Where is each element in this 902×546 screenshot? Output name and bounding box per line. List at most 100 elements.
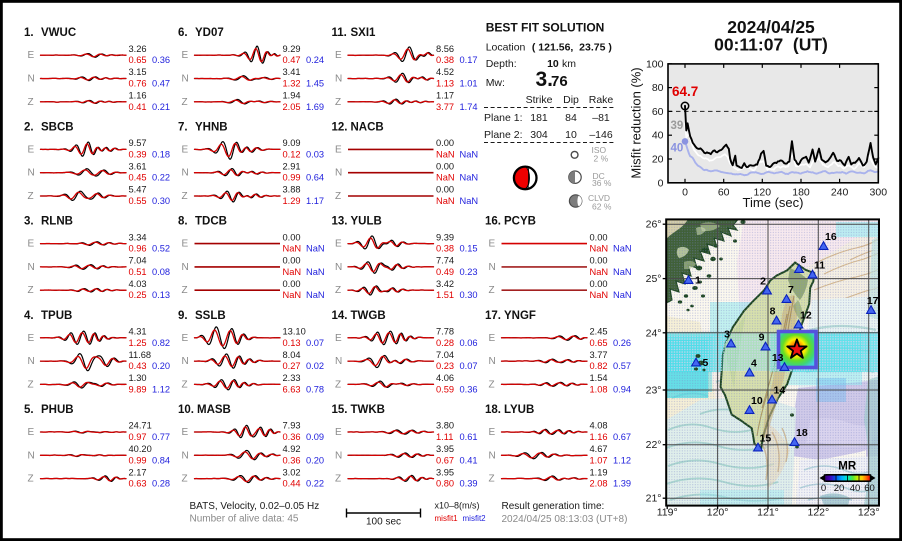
svg-text:0.65: 0.65 (129, 55, 147, 65)
svg-text:Z: Z (28, 285, 34, 296)
svg-text:Plane 1:: Plane 1: (484, 112, 523, 124)
svg-text:240: 240 (831, 187, 849, 199)
svg-text:62 %: 62 % (592, 201, 612, 211)
svg-text:8: 8 (770, 306, 776, 318)
svg-text:N: N (28, 262, 35, 273)
svg-text:0.76: 0.76 (129, 79, 147, 89)
svg-text:4.08: 4.08 (590, 421, 608, 431)
svg-text:SBCB: SBCB (41, 121, 74, 133)
svg-text:YULB: YULB (351, 216, 382, 228)
svg-text:0.41: 0.41 (460, 455, 478, 465)
svg-text:NaN: NaN (283, 244, 302, 254)
svg-text:E: E (28, 427, 35, 438)
svg-text:1.16: 1.16 (129, 91, 147, 101)
svg-text:E: E (182, 50, 189, 61)
svg-text:Z: Z (182, 474, 188, 485)
svg-text:16: 16 (825, 231, 837, 243)
svg-text:NaN: NaN (460, 149, 479, 159)
svg-text:3.02: 3.02 (283, 467, 301, 477)
svg-text:LYUB: LYUB (504, 404, 534, 416)
svg-text:Z: Z (28, 379, 34, 390)
svg-text:2.17: 2.17 (129, 467, 147, 477)
svg-text:00:11:07 (UT): 00:11:07 (UT) (714, 35, 828, 55)
svg-text:0.63: 0.63 (129, 479, 147, 489)
svg-text:0.55: 0.55 (129, 196, 147, 206)
svg-text:0: 0 (821, 483, 826, 494)
svg-text:3.77: 3.77 (436, 102, 454, 112)
svg-text:6: 6 (801, 254, 807, 266)
svg-text:0.36: 0.36 (283, 455, 301, 465)
svg-text:26°: 26° (646, 219, 662, 231)
svg-text:1.11: 1.11 (436, 432, 453, 442)
svg-text:0.80: 0.80 (436, 479, 454, 489)
svg-text:1.32: 1.32 (283, 79, 301, 89)
svg-text:0.08: 0.08 (152, 267, 170, 277)
svg-text:Z: Z (335, 97, 341, 108)
svg-text:1.94: 1.94 (283, 91, 301, 101)
svg-text:0.97: 0.97 (129, 432, 147, 442)
svg-text:NaN: NaN (590, 290, 609, 300)
svg-text:1.51: 1.51 (436, 290, 454, 300)
svg-text:9.39: 9.39 (436, 232, 454, 242)
svg-text:1.: 1. (24, 27, 34, 39)
svg-text:2.91: 2.91 (283, 161, 301, 171)
svg-text:E: E (182, 427, 189, 438)
svg-text:N: N (335, 168, 342, 179)
svg-text:Z: Z (335, 379, 341, 390)
svg-text:Z: Z (182, 285, 188, 296)
svg-text:Z: Z (489, 474, 495, 485)
svg-text:0.44: 0.44 (283, 479, 301, 489)
svg-text:1.08: 1.08 (590, 384, 608, 394)
svg-text:6.: 6. (178, 27, 188, 39)
svg-text:0.28: 0.28 (152, 479, 170, 489)
svg-text:3.34: 3.34 (129, 232, 147, 242)
svg-text:N: N (335, 450, 342, 461)
svg-text:22°: 22° (646, 439, 662, 451)
svg-text:misfit2: misfit2 (463, 514, 487, 523)
svg-text:3.88: 3.88 (283, 185, 301, 195)
svg-text:18.: 18. (485, 404, 501, 416)
svg-text:TWKB: TWKB (351, 404, 386, 416)
svg-text:7: 7 (788, 284, 794, 296)
svg-text:13.10: 13.10 (283, 327, 306, 337)
svg-text:0.21: 0.21 (152, 102, 170, 112)
svg-text:25°: 25° (646, 273, 662, 285)
svg-text:0.00: 0.00 (590, 279, 608, 289)
svg-text:9.57: 9.57 (129, 138, 147, 148)
svg-text:120°: 120° (707, 507, 729, 519)
svg-text:0.24: 0.24 (306, 55, 324, 65)
svg-text:Mw:: Mw: (486, 77, 505, 89)
svg-text:0.00: 0.00 (436, 138, 454, 148)
svg-text:80: 80 (652, 82, 664, 94)
svg-text:8.56: 8.56 (436, 44, 454, 54)
svg-text:misfit1: misfit1 (435, 514, 459, 523)
svg-text:5.: 5. (24, 404, 34, 416)
svg-text:3: 3 (724, 329, 730, 341)
svg-text:100: 100 (646, 58, 664, 70)
svg-text:0.28: 0.28 (436, 338, 454, 348)
svg-text:11.: 11. (332, 27, 347, 39)
svg-text:E: E (28, 333, 35, 344)
svg-text:0.47: 0.47 (152, 79, 170, 89)
svg-text:4.: 4. (24, 310, 34, 322)
svg-text:13: 13 (772, 352, 784, 364)
svg-text:1.69: 1.69 (306, 102, 324, 112)
svg-text:BEST FIT SOLUTION: BEST FIT SOLUTION (486, 20, 605, 34)
svg-text:N: N (489, 356, 496, 367)
svg-text:3.26: 3.26 (129, 44, 147, 54)
svg-text:0.52: 0.52 (152, 244, 170, 254)
svg-text:20: 20 (652, 154, 664, 166)
svg-text:21°: 21° (646, 493, 662, 505)
svg-text:40: 40 (652, 130, 664, 142)
svg-text:NaN: NaN (283, 267, 302, 277)
svg-text:7.78: 7.78 (436, 327, 454, 337)
svg-text:E: E (182, 239, 189, 250)
svg-text:0.38: 0.38 (436, 244, 454, 254)
svg-text:3.42: 3.42 (436, 279, 454, 289)
svg-text:40: 40 (850, 483, 861, 494)
svg-text:YD07: YD07 (195, 27, 224, 39)
svg-text:SXI1: SXI1 (351, 27, 377, 39)
svg-text:3.41: 3.41 (283, 67, 301, 77)
svg-text:20: 20 (834, 483, 845, 494)
svg-text:N: N (182, 262, 189, 273)
